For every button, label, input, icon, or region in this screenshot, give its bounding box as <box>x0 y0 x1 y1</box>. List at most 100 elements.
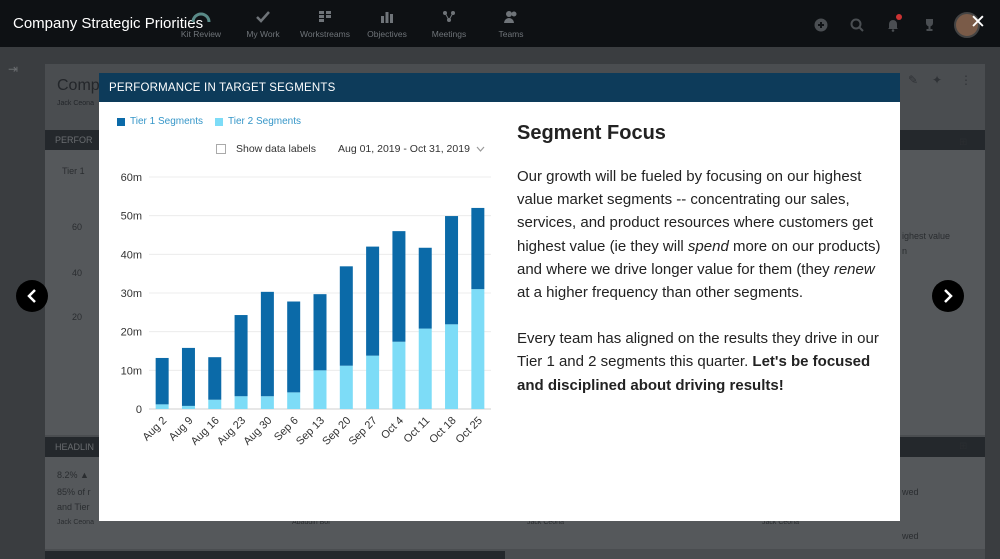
legend-tier2[interactable]: Tier 2 Segments <box>215 116 301 127</box>
y-tick-label: 50m <box>121 211 142 223</box>
legend-tier1[interactable]: Tier 1 Segments <box>117 116 203 127</box>
trophy-icon[interactable] <box>918 14 940 36</box>
chevron-down-icon <box>476 146 485 152</box>
modal-header: PERFORMANCE IN TARGET SEGMENTS <box>99 73 900 102</box>
x-tick-label: Oct 18 <box>427 415 458 446</box>
pin-icon[interactable]: ✦ <box>932 73 943 87</box>
people-icon <box>504 11 517 23</box>
bar-tier2 <box>260 396 274 409</box>
chart-legend: Tier 1 Segments Tier 2 Segments <box>117 116 301 127</box>
nav-label: My Work <box>246 29 280 39</box>
nav-my-work[interactable]: My Work <box>232 0 294 47</box>
bar-tier1 <box>287 301 301 393</box>
x-tick-label: Aug 23 <box>215 415 248 448</box>
bg-stat: 8.2% ▲ <box>57 470 89 480</box>
legend-label: Tier 2 Segments <box>228 116 301 127</box>
prev-slide-button[interactable] <box>16 280 48 312</box>
bar-tier2 <box>471 289 485 409</box>
x-tick-label: Oct 25 <box>454 415 485 446</box>
edit-icon[interactable]: ✎ <box>908 73 919 87</box>
check-icon <box>256 11 270 23</box>
bg-right-text: ighest value <box>902 231 951 241</box>
nav-label: Meetings <box>431 29 467 39</box>
bar-tier1 <box>208 357 222 400</box>
nav-workstreams[interactable]: Workstreams <box>294 0 356 47</box>
bar-tier2 <box>181 405 195 409</box>
bar-tier1 <box>366 246 380 356</box>
p2-bold: Let's be focused and disciplined about d… <box>517 353 871 394</box>
grid-icon <box>319 11 331 22</box>
bar-tier1 <box>445 216 459 325</box>
bg-panel-title: HEADLIN <box>55 442 95 452</box>
slide-modal: PERFORMANCE IN TARGET SEGMENTS Tier 1 Se… <box>99 73 900 521</box>
bar-tier1 <box>260 291 274 397</box>
bar-chart-icon <box>381 12 393 23</box>
bg-author: Jack Ceona <box>762 519 799 526</box>
bar-tier2 <box>418 328 432 409</box>
bar-tier1 <box>313 294 327 371</box>
legend-swatch <box>215 117 223 126</box>
nav-teams[interactable]: Teams <box>480 0 542 47</box>
bar-tier1 <box>471 207 485 290</box>
expand-icon[interactable]: ⊞ <box>959 441 968 452</box>
nav-kit-review[interactable]: Kit Review <box>170 0 232 47</box>
bar-tier2 <box>287 392 301 409</box>
bg-right-text: wed <box>902 531 919 541</box>
chevron-right-icon <box>944 289 953 303</box>
more-icon[interactable]: ⋮ <box>960 73 972 87</box>
bg-headline: and Tier <box>57 502 90 512</box>
close-icon[interactable]: ✕ <box>970 12 986 33</box>
paragraph-1: Our growth will be fueled by focusing on… <box>517 165 882 304</box>
nav-label: Workstreams <box>300 29 350 39</box>
bar-tier2 <box>339 365 353 409</box>
p1-text: at a higher frequency than other segment… <box>517 284 804 302</box>
p1-text: Our growth will be fueled by focusing on… <box>517 168 873 255</box>
bar-tier2 <box>155 404 169 409</box>
p1-emphasis: spend <box>687 237 729 255</box>
bg-right-text: wed <box>902 487 919 497</box>
next-slide-button[interactable] <box>932 280 964 312</box>
gauge-icon <box>191 12 211 23</box>
add-icon[interactable] <box>810 14 832 36</box>
nav-objectives[interactable]: Objectives <box>356 0 418 47</box>
top-navbar: Company Strategic Priorities Kit Review … <box>0 0 1000 47</box>
y-tick-label: 0 <box>136 404 142 416</box>
slide-text: Segment Focus Our growth will be fueled … <box>517 122 882 397</box>
date-range-value: Aug 01, 2019 - Oct 31, 2019 <box>337 143 470 155</box>
sidebar-toggle-icon[interactable]: ⇥ <box>8 62 19 76</box>
bg-author: Jack Ceona <box>527 519 564 526</box>
bg-axis-40: 40 <box>72 268 83 278</box>
bg-axis-60: 60 <box>72 222 83 232</box>
bar-tier1 <box>234 315 248 397</box>
bg-right-text: n <box>902 246 908 256</box>
bg-panel-title: PERFOR <box>55 135 93 145</box>
nav-label: Objectives <box>367 29 407 39</box>
y-tick-label: 20m <box>121 327 142 339</box>
x-tick-label: Sep 20 <box>320 415 353 448</box>
expand-icon[interactable]: ⊞ <box>959 137 968 148</box>
chart-area: 0 10m 20m 30m 40m 50m 60m Aug 2 Aug 9 Aug 16 Aug 2… <box>99 165 509 470</box>
meetings-icon <box>443 11 455 22</box>
bg-author: Jack Ceona <box>57 519 94 526</box>
nav-meetings[interactable]: Meetings <box>418 0 480 47</box>
p2-text: Every team has aligned on the results th… <box>517 330 879 371</box>
bg-panel-header-bottom <box>45 551 505 559</box>
bell-icon[interactable] <box>882 14 904 36</box>
p1-text: more on our products) and where we drive… <box>517 237 881 278</box>
date-range-select[interactable]: Aug 01, 2019 - Oct 31, 2019 <box>338 143 485 155</box>
bar-tier2 <box>313 370 327 409</box>
x-tick-label: Sep 27 <box>347 415 380 448</box>
search-icon[interactable] <box>846 14 868 36</box>
avatar[interactable] <box>954 12 980 38</box>
chart-controls: Show data labels Aug 01, 2019 - Oct 31, … <box>216 143 485 155</box>
y-tick-label: 40m <box>121 249 142 261</box>
y-tick-label: 60m <box>121 172 142 184</box>
show-data-labels-checkbox[interactable] <box>216 144 226 154</box>
bar-tier2 <box>445 324 459 409</box>
x-tick-label: Aug 2 <box>140 415 169 444</box>
bg-axis-20: 20 <box>72 312 83 322</box>
p1-emphasis: renew <box>833 260 875 278</box>
bar-tier2 <box>234 396 248 409</box>
bg-headline: 85% of r <box>57 487 91 497</box>
